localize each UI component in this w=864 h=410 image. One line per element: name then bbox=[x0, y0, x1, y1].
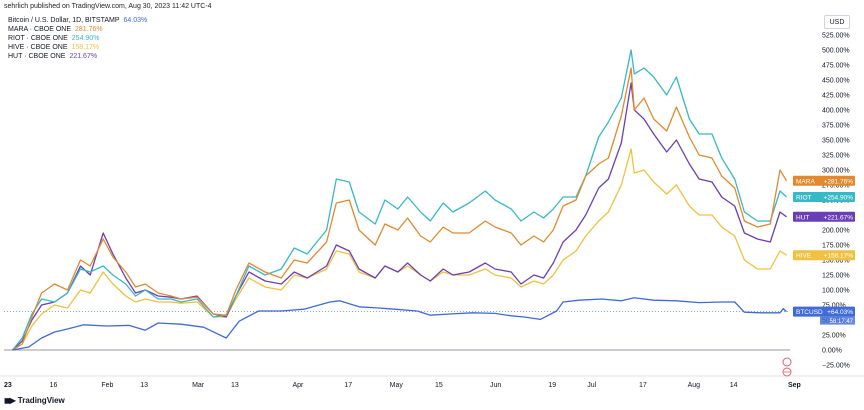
series-badge-value: +158.17% bbox=[824, 253, 854, 260]
legend-value: 221.67% bbox=[69, 53, 98, 60]
x-tick-label: Aug bbox=[688, 382, 701, 389]
series-badge-bg bbox=[793, 250, 855, 261]
legend-row-btc[interactable]: Bitcoin / U.S. Dollar, 1D, BITSTAMP 64.03… bbox=[8, 16, 147, 25]
series-badge-bg bbox=[793, 306, 855, 317]
x-tick-label: 13 bbox=[140, 382, 148, 389]
x-tick-label: Jun bbox=[490, 382, 501, 389]
legend-value: 254.90% bbox=[71, 35, 100, 42]
legend-label: RIOT · CBOE ONE bbox=[8, 35, 68, 42]
x-tick-label: 17 bbox=[344, 382, 352, 389]
y-tick-label: 100.00% bbox=[822, 288, 850, 295]
series-badge-hive: HIVE +158.17% bbox=[793, 250, 855, 261]
series-line-btcusd bbox=[12, 297, 787, 351]
y-tick-label: 425.00% bbox=[822, 93, 850, 100]
x-tick-label: 14 bbox=[730, 382, 738, 389]
legend-row-riot[interactable]: RIOT · CBOE ONE 254.90% bbox=[8, 34, 147, 43]
y-tick-label: 325.00% bbox=[822, 153, 850, 160]
legend-value: 281.76% bbox=[75, 26, 103, 33]
series-badge-name: RIOT bbox=[796, 195, 812, 202]
x-tick-label: 19 bbox=[548, 382, 556, 389]
y-tick-label: 300.00% bbox=[822, 168, 850, 175]
legend-value: 158.17% bbox=[71, 44, 100, 51]
legend-label: HUT · CBOE ONE bbox=[8, 53, 66, 60]
series-badge-bg bbox=[793, 192, 855, 202]
y-tick-label: 525.00% bbox=[822, 33, 850, 40]
series-badge-value: +254.90% bbox=[824, 195, 854, 202]
series-line-riot bbox=[11, 49, 787, 351]
x-tick-label: 13 bbox=[231, 382, 239, 389]
tradingview-logo-icon: ◼▶ bbox=[4, 396, 16, 405]
y-tick-label: 25.00% bbox=[822, 333, 846, 340]
legend-label: MARA · CBOE ONE bbox=[8, 26, 72, 33]
series-badge-name: HUT bbox=[796, 214, 809, 221]
series-badge-bg bbox=[793, 175, 855, 186]
legend-row-hive[interactable]: HIVE · CBOE ONE 158.17% bbox=[8, 43, 147, 52]
y-tick-label: 175.00% bbox=[822, 243, 850, 250]
y-tick-label: 350.00% bbox=[822, 138, 850, 145]
y-tick-label: −25.00% bbox=[822, 363, 850, 370]
x-tick-label: Jul bbox=[587, 382, 596, 389]
legend-label: Bitcoin / U.S. Dollar, 1D, BITSTAMP bbox=[8, 17, 120, 24]
y-tick-label: 400.00% bbox=[822, 108, 850, 115]
series-badge-name: BTCUSD bbox=[796, 309, 823, 316]
dividend-event-icon bbox=[782, 357, 792, 367]
y-tick-label: 275.00% bbox=[822, 183, 850, 190]
series-badge-value: +221.67% bbox=[824, 214, 854, 221]
series-subbadge-bg bbox=[820, 316, 855, 325]
series-badge-mara: MARA +281.76% bbox=[793, 175, 855, 186]
series-line-hive bbox=[12, 148, 787, 351]
series-badge-hut: HUT +221.67% bbox=[793, 211, 855, 222]
x-tick-label: Mar bbox=[192, 382, 205, 389]
y-tick-label: 150.00% bbox=[822, 258, 850, 265]
x-tick-label: 16 bbox=[50, 382, 58, 389]
series-line-mara bbox=[12, 67, 788, 351]
x-tick-label: Apr bbox=[292, 382, 304, 389]
x-tick-label: 23 bbox=[4, 382, 12, 389]
series-badge-value: +281.76% bbox=[824, 178, 854, 185]
tradingview-logo: ◼▶ TradingView bbox=[4, 396, 65, 405]
legend-label: HIVE · CBOE ONE bbox=[8, 44, 68, 51]
series-subbadge-countdown: 58:17:47 bbox=[830, 319, 854, 325]
y-tick-label: 0.00% bbox=[822, 348, 842, 355]
x-tick-label: Feb bbox=[101, 382, 113, 389]
x-tick-label: Sep bbox=[788, 382, 801, 389]
x-tick-label: 17 bbox=[639, 382, 647, 389]
y-tick-label: 125.00% bbox=[822, 273, 850, 280]
series-badge-value: +64.03% bbox=[827, 309, 853, 316]
series-badge-name: HIVE bbox=[796, 253, 812, 260]
y-tick-label: 450.00% bbox=[822, 78, 850, 85]
x-tick-label: 15 bbox=[435, 382, 443, 389]
legend: Bitcoin / U.S. Dollar, 1D, BITSTAMP 64.03… bbox=[8, 16, 147, 61]
publisher-note: sehrlich published on TradingView.com, A… bbox=[4, 3, 212, 10]
y-tick-label: 200.00% bbox=[822, 228, 850, 235]
series-line-hut bbox=[12, 82, 787, 351]
x-tick-label: May bbox=[390, 382, 404, 389]
y-tick-label: 500.00% bbox=[822, 48, 850, 55]
series-badge-name: MARA bbox=[796, 178, 815, 185]
legend-row-hut[interactable]: HUT · CBOE ONE 221.67% bbox=[8, 52, 147, 61]
series-badge-btcusd: BTCUSD +64.03% 58:17:47 bbox=[793, 306, 855, 325]
y-tick-label: 475.00% bbox=[822, 63, 850, 70]
legend-row-mara[interactable]: MARA · CBOE ONE 281.76% bbox=[8, 25, 147, 34]
series-badge-riot: RIOT +254.90% bbox=[793, 192, 855, 202]
y-tick-label: 75.00% bbox=[822, 303, 846, 310]
series-badge-bg bbox=[793, 211, 855, 222]
legend-value: 64.03% bbox=[123, 17, 148, 24]
brand-label: TradingView bbox=[17, 396, 65, 405]
currency-button[interactable]: USD bbox=[824, 15, 850, 29]
y-tick-label: 375.00% bbox=[822, 123, 850, 130]
